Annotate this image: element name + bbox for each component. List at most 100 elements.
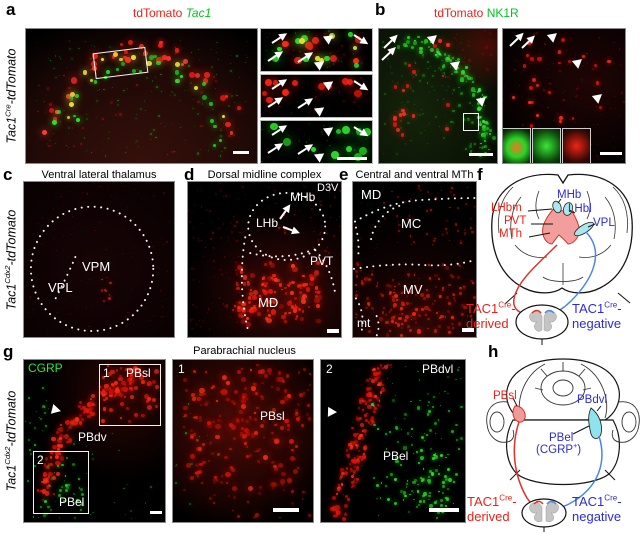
fluorescence-dot xyxy=(257,459,260,463)
fluorescence-dot xyxy=(207,420,212,425)
fluorescence-dot xyxy=(291,490,295,494)
fluorescence-dot xyxy=(189,475,194,480)
fluorescence-dot xyxy=(156,57,163,64)
fluorescence-dot xyxy=(279,426,284,430)
fluorescence-dot xyxy=(212,231,214,234)
fluorescence-dot xyxy=(614,62,615,64)
fluorescence-dot xyxy=(58,488,62,492)
fluorescence-dot xyxy=(379,225,381,228)
fluorescence-dot xyxy=(295,37,302,44)
fluorescence-dot xyxy=(264,79,272,86)
fluorescence-dot xyxy=(479,123,483,127)
fluorescence-dot xyxy=(299,209,301,211)
fluorescence-dot xyxy=(218,226,221,229)
fluorescence-dot xyxy=(231,94,234,97)
fluorescence-dot xyxy=(606,62,608,64)
fluorescence-dot xyxy=(110,195,112,196)
fluorescence-dot xyxy=(268,288,274,294)
fluorescence-dot xyxy=(360,422,365,427)
fluorescence-dot xyxy=(387,57,389,60)
fluorescence-dot xyxy=(52,119,57,125)
g-inset1-label-pbsl: PBsl xyxy=(260,409,285,423)
fluorescence-dot xyxy=(406,113,408,116)
fluorescence-dot xyxy=(33,427,36,430)
fluorescence-dot xyxy=(422,297,427,301)
fluorescence-dot xyxy=(588,112,590,114)
fluorescence-dot xyxy=(265,50,267,52)
fluorescence-dot xyxy=(353,150,355,152)
fluorescence-dot xyxy=(39,506,42,509)
fluorescence-dot xyxy=(371,306,375,310)
fluorescence-dot xyxy=(66,440,70,444)
fluorescence-dot xyxy=(528,62,530,64)
fluorescence-dot xyxy=(442,288,444,291)
fluorescence-dot xyxy=(310,216,312,219)
fluorescence-dot xyxy=(173,150,175,152)
fluorescence-dot xyxy=(273,466,278,471)
fluorescence-dot xyxy=(460,406,463,409)
fluorescence-dot xyxy=(60,120,62,122)
fluorescence-dot xyxy=(386,377,388,379)
fluorescence-dot xyxy=(120,401,124,406)
fluorescence-dot xyxy=(367,399,372,403)
fluorescence-dot xyxy=(396,440,399,443)
fluorescence-dot xyxy=(69,276,71,278)
fluorescence-dot xyxy=(431,302,434,305)
fluorescence-dot xyxy=(41,498,45,502)
fluorescence-dot xyxy=(271,431,274,434)
fluorescence-dot xyxy=(78,264,80,265)
fluorescence-dot xyxy=(48,471,53,477)
fluorescence-dot xyxy=(101,278,103,281)
fluorescence-dot xyxy=(562,120,564,122)
fluorescence-dot xyxy=(380,482,383,484)
fluorescence-dot xyxy=(398,47,401,50)
fluorescence-dot xyxy=(442,286,445,289)
fluorescence-dot xyxy=(455,59,458,62)
fluorescence-dot xyxy=(271,49,273,52)
f-legend-tac1cre-derived: TAC1Cre- derived xyxy=(466,300,516,331)
fluorescence-dot xyxy=(290,112,293,115)
fluorescence-dot xyxy=(446,468,450,472)
panel-a-image xyxy=(25,28,258,164)
fluorescence-dot xyxy=(79,74,81,76)
fluorescence-dot xyxy=(446,296,450,300)
panel-letter-a: a xyxy=(6,0,16,19)
fluorescence-dot xyxy=(68,40,71,42)
fluorescence-dot xyxy=(439,498,443,502)
fluorescence-dot xyxy=(220,474,223,478)
fluorescence-dot xyxy=(248,300,252,304)
fluorescence-dot xyxy=(237,263,239,265)
fluorescence-dot xyxy=(373,217,375,219)
fluorescence-dot xyxy=(240,427,244,431)
fluorescence-dot xyxy=(68,483,71,486)
fluorescence-dot xyxy=(371,227,373,229)
fluorescence-dot xyxy=(82,256,84,258)
fluorescence-dot xyxy=(98,386,102,389)
fluorescence-dot xyxy=(333,63,335,65)
fluorescence-dot xyxy=(70,57,73,60)
fluorescence-dot xyxy=(271,385,274,388)
fluorescence-dot xyxy=(66,429,69,432)
fluorescence-dot xyxy=(414,293,417,296)
fluorescence-dot xyxy=(229,422,234,427)
f-label-mth: MTh xyxy=(499,228,522,240)
fluorescence-dot xyxy=(122,228,124,230)
fluorescence-dot xyxy=(126,484,129,486)
fluorescence-dot xyxy=(219,390,223,394)
fluorescence-dot xyxy=(123,384,126,387)
fluorescence-dot xyxy=(447,325,451,329)
arrowhead-marker xyxy=(449,57,464,71)
fluorescence-dot xyxy=(197,100,200,104)
fluorescence-dot xyxy=(42,405,45,408)
fluorescence-dot xyxy=(426,233,428,235)
fluorescence-dot xyxy=(115,388,120,394)
fluorescence-dot xyxy=(445,504,448,508)
fluorescence-dot xyxy=(90,79,94,83)
fluorescence-dot xyxy=(418,379,421,381)
fluorescence-dot xyxy=(199,436,201,438)
fluorescence-dot xyxy=(222,223,224,225)
fluorescence-dot xyxy=(27,439,30,441)
fluorescence-dot xyxy=(221,389,227,395)
fluorescence-dot xyxy=(123,396,127,399)
fluorescence-dot xyxy=(473,205,475,207)
